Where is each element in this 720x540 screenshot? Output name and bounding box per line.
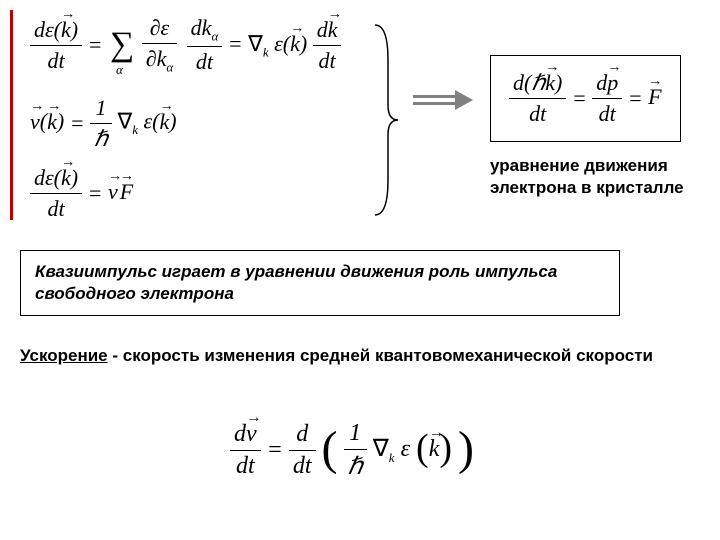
equation-3: dε(k) dt = vF bbox=[30, 165, 133, 222]
equation-caption: уравнение движения электрона в кристалле bbox=[490, 155, 720, 199]
definition-rest: - скорость изменения средней квантовомех… bbox=[108, 346, 653, 365]
implies-arrow-icon bbox=[413, 90, 473, 110]
accent-bar bbox=[10, 10, 13, 220]
equation-1: dε(k) dt = ∑ α ∂ε ∂kα dkα dt = ∇k ε(k) d… bbox=[30, 15, 341, 75]
definition-term: Ускорение bbox=[20, 346, 108, 365]
boxed-equation: d(ℏk) dt = dp dt = F bbox=[490, 55, 681, 142]
curly-brace bbox=[370, 20, 400, 220]
equation-2: v(k) = 1 ℏ ∇k ε(k) bbox=[30, 95, 177, 152]
caption-line2: электрона в кристалле bbox=[490, 178, 684, 197]
definition-text: Ускорение - скорость изменения средней к… bbox=[20, 345, 680, 368]
sum-index: α bbox=[116, 62, 123, 78]
equation-4: dv dt = d dt ( 1 ℏ ∇k ε (k) ) bbox=[230, 420, 474, 481]
statement-box: Квазиимпульс играет в уравнении движения… bbox=[20, 250, 620, 316]
caption-line1: уравнение движения bbox=[490, 156, 668, 175]
statement-text: Квазиимпульс играет в уравнении движения… bbox=[35, 262, 557, 303]
